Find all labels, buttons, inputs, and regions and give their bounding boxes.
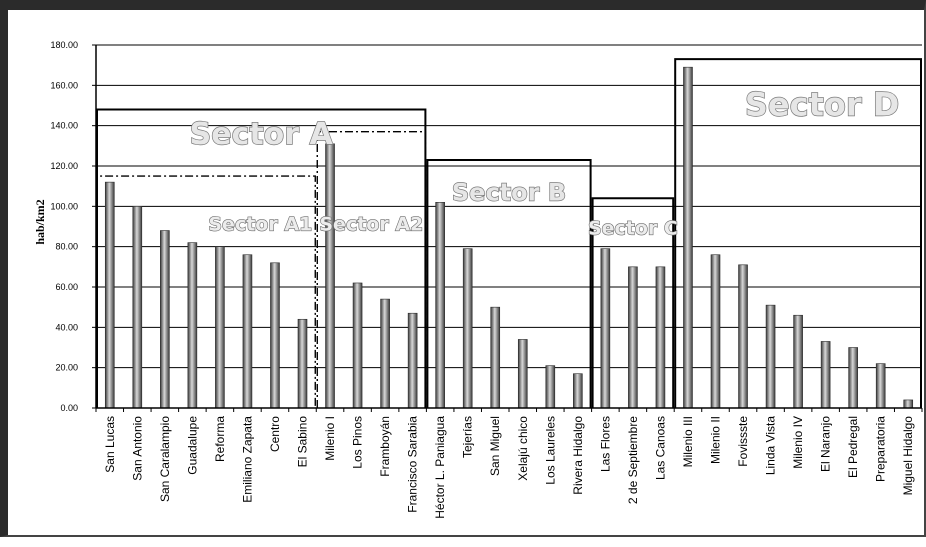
sector-bracket (96, 108, 427, 408)
y-tick-label: 40.00 (55, 322, 78, 332)
y-tick-label: 120.00 (50, 161, 78, 171)
y-tick-label: 0.00 (60, 403, 78, 413)
bar (545, 365, 556, 409)
y-axis-ticks: 0.00 20.00 40.00 60.00 80.00 100.00 120.00 140.… (50, 40, 96, 413)
axes (95, 45, 923, 412)
bar (160, 230, 170, 409)
bar (848, 347, 858, 409)
bar (325, 143, 335, 409)
y-axis-label: hab/km2 (33, 199, 47, 244)
bar (875, 363, 886, 409)
x-category-label: Miguel Hidalgo (901, 416, 915, 496)
x-category-label: San Antonio (130, 416, 144, 481)
x-category-label: Francisco Sarabia (406, 416, 420, 513)
gridlines (96, 44, 922, 409)
bar (380, 298, 390, 409)
bar (297, 318, 308, 409)
bar (352, 282, 363, 409)
bar (683, 66, 693, 409)
bar (187, 242, 198, 409)
x-category-label: Emiliano Zapata (240, 416, 254, 503)
y-tick-label: 140.00 (50, 121, 78, 131)
sector-population-density-chart: 0.00 20.00 40.00 60.00 80.00 100.00 120.00 140.… (33, 40, 923, 519)
sector-bracket (674, 58, 922, 408)
bar (435, 202, 445, 409)
sector-label: Sector C (588, 218, 678, 240)
x-category-label: Milenio I (323, 416, 337, 461)
x-category-label: Framboyán (378, 416, 392, 477)
sector-bracket (426, 158, 592, 408)
x-category-label: El Naranjo (819, 416, 833, 472)
x-category-label: Las Canoas (653, 416, 667, 480)
bar (903, 399, 914, 409)
bar (132, 206, 143, 409)
sector-label: Sector D (745, 86, 899, 124)
x-category-label: San Lucas (103, 416, 117, 473)
sector-label: Sector A (190, 117, 334, 152)
bar (793, 314, 803, 409)
y-tick-label: 20.00 (55, 363, 78, 373)
x-category-label: Los Pinos (351, 416, 365, 469)
bar (573, 373, 583, 409)
bar (215, 246, 225, 409)
x-category-label: Centro (268, 416, 282, 452)
x-category-label: Linda Vista (764, 416, 778, 475)
x-category-label: Guadalupe (185, 416, 199, 475)
sector-labels: Sector A Sector A1 Sector A2 Sector B Sector… (189, 85, 900, 240)
y-tick-label: 180.00 (50, 40, 78, 50)
bar (710, 254, 721, 409)
x-category-label: Rivera Hidalgo (571, 416, 585, 495)
bar (738, 264, 748, 409)
bar (270, 262, 280, 409)
x-category-label: San Caralampio (158, 416, 172, 502)
x-category-label: Preparatoria (874, 416, 888, 482)
sector-bracket (591, 197, 675, 408)
bar (104, 181, 115, 409)
bar (820, 341, 831, 409)
y-tick-label: 160.00 (50, 80, 78, 90)
x-category-label: San Miguel (488, 416, 502, 476)
x-category-label: Los Laureles (543, 416, 557, 485)
y-tick-label: 80.00 (55, 242, 78, 252)
sector-label: Sector A1 (208, 214, 312, 236)
sector-bracket (96, 175, 316, 408)
sector-label: Sector B (452, 178, 566, 206)
x-category-label: Fovissste (736, 416, 750, 467)
x-category-label: Héctor L. Paniagua (433, 416, 447, 519)
sector-brackets (96, 58, 922, 408)
y-tick-label: 100.00 (50, 201, 78, 211)
x-category-label: El Pedregal (846, 416, 860, 478)
x-category-label: Xelajú chico (516, 416, 530, 481)
bar (655, 266, 666, 409)
x-category-label: Milenio II (709, 416, 723, 464)
bar (765, 304, 776, 409)
x-category-label: 2 de Septiembre (626, 416, 640, 504)
bar (628, 266, 638, 409)
bar (600, 248, 611, 409)
category-labels: San Lucas San Antonio San Caralampio Guadal… (103, 416, 915, 519)
bar (490, 306, 501, 409)
bar (242, 254, 253, 409)
x-category-label: Las Flores (598, 416, 612, 472)
x-category-label: Milenio IV (791, 416, 805, 469)
x-category-label: El Sabino (296, 416, 310, 468)
x-category-label: Reforma (213, 416, 227, 462)
bar (517, 339, 528, 409)
y-tick-label: 60.00 (55, 282, 78, 292)
x-category-label: Milenio III (681, 416, 695, 467)
bar (407, 312, 418, 409)
x-category-label: Tejerías (461, 416, 475, 458)
sector-label: Sector A2 (319, 214, 423, 236)
bars (104, 66, 914, 409)
bar (462, 248, 473, 409)
